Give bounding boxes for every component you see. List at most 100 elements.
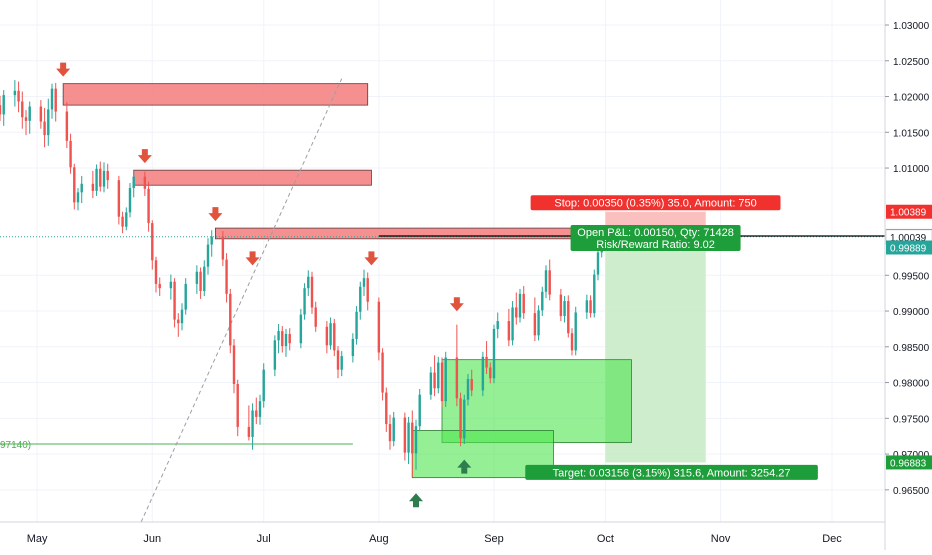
position-tool[interactable]: Stop: 0.00350 (0.35%) 35.0, Amount: 750 O… [525, 195, 818, 480]
candle-body-up[interactable] [492, 328, 496, 379]
candle-body-up[interactable] [210, 236, 213, 245]
candle-body-up[interactable] [76, 192, 80, 203]
candle-body-down[interactable] [143, 176, 147, 189]
candle-body-down[interactable] [336, 350, 340, 370]
candle-body-up[interactable] [463, 399, 466, 439]
candle-body-down[interactable] [570, 333, 574, 351]
candle-body-up[interactable] [128, 188, 132, 213]
candle-body-up[interactable] [262, 369, 265, 402]
candle-body-down[interactable] [411, 422, 414, 454]
candle-body-up[interactable] [444, 357, 447, 402]
candle-body-up[interactable] [414, 426, 418, 454]
candle-body-down[interactable] [229, 293, 232, 346]
candle-body-down[interactable] [221, 236, 225, 260]
candle-body-up[interactable] [407, 422, 410, 453]
candle-body-down[interactable] [147, 188, 150, 224]
candle-body-up[interactable] [277, 331, 280, 341]
candle-body-up[interactable] [80, 183, 83, 193]
candle-body-down[interactable] [99, 168, 102, 187]
candle-body-up[interactable] [273, 340, 277, 370]
candle-body-up[interactable] [2, 95, 5, 115]
candle-body-down[interactable] [117, 180, 121, 217]
candle-body-up[interactable] [481, 356, 485, 391]
candle-body-down[interactable] [225, 259, 228, 294]
candle-body-up[interactable] [307, 276, 310, 289]
time-axis[interactable]: May Jun Jul Aug Sep Oct Nov Dec [0, 521, 885, 545]
candle-body-up[interactable] [511, 307, 514, 341]
candle-body-down[interactable] [154, 260, 158, 284]
candle-body-up[interactable] [13, 90, 17, 96]
candle-body-down[interactable] [39, 106, 43, 122]
candle-body-down[interactable] [0, 105, 2, 115]
candle-body-up[interactable] [593, 274, 596, 314]
candle-body-down[interactable] [377, 301, 381, 353]
candle-body-down[interactable] [403, 417, 407, 453]
candle-body-up[interactable] [596, 252, 600, 275]
candle-body-down[interactable] [533, 313, 537, 336]
candle-body-down[interactable] [281, 331, 284, 347]
candle-body-down[interactable] [485, 356, 488, 368]
candle-body-up[interactable] [351, 338, 355, 357]
candle-body-up[interactable] [184, 283, 187, 310]
candle-body-down[interactable] [381, 352, 384, 393]
candle-body-down[interactable] [567, 301, 570, 334]
candle-body-up[interactable] [299, 314, 303, 344]
candle-body-down[interactable] [515, 307, 518, 318]
candle-body-down[interactable] [121, 216, 124, 227]
candle-body-down[interactable] [366, 278, 369, 302]
candle-body-up[interactable] [102, 170, 106, 187]
candle-body-down[interactable] [559, 294, 563, 317]
stop-label-box[interactable] [530, 195, 781, 211]
candle-body-down[interactable] [69, 140, 72, 168]
candle-body-up[interactable] [95, 168, 98, 191]
candle-body-up[interactable] [563, 301, 566, 317]
price-axis[interactable]: 1.03000 1.02500 1.02000 1.01500 1.01000 0.995… [884, 0, 932, 550]
candle-body-up[interactable] [180, 309, 184, 324]
candle-body-up[interactable] [203, 266, 206, 292]
candle-body-up[interactable] [362, 278, 366, 287]
candle-body-up[interactable] [518, 293, 522, 318]
candle-body-up[interactable] [258, 401, 262, 417]
candle-body-down[interactable] [589, 300, 592, 314]
candle-body-down[interactable] [325, 326, 329, 346]
candle-body-up[interactable] [496, 321, 499, 329]
candle-body-up[interactable] [132, 176, 135, 189]
candle-body-down[interactable] [440, 362, 444, 402]
candle-body-up[interactable] [537, 310, 540, 336]
candle-body-down[interactable] [173, 281, 176, 320]
candle-body-down[interactable] [459, 398, 462, 439]
candle-body-up[interactable] [340, 356, 343, 370]
candle-body-down[interactable] [333, 323, 336, 351]
candle-body-up[interactable] [28, 106, 31, 121]
candle-body-down[interactable] [54, 88, 57, 112]
candle-body-up[interactable] [359, 286, 362, 312]
candle-body-down[interactable] [106, 170, 109, 181]
candle-body-down[interactable] [17, 90, 20, 102]
candle-body-up[interactable] [585, 300, 589, 313]
candle-body-down[interactable] [151, 223, 154, 261]
candle-body-down[interactable] [455, 357, 459, 399]
candle-body-up[interactable] [541, 291, 544, 311]
candle-body-down[interactable] [21, 101, 24, 118]
candle-body-down[interactable] [314, 307, 317, 327]
candle-body-down[interactable] [522, 293, 525, 314]
candle-body-down[interactable] [548, 270, 551, 295]
candle-body-down[interactable] [73, 167, 76, 203]
candle-body-up[interactable] [544, 270, 548, 292]
supply-zone[interactable] [62, 83, 369, 106]
candle-body-down[interactable] [310, 276, 314, 308]
candle-body-up[interactable] [437, 362, 440, 389]
candle-body-down[interactable] [507, 321, 511, 341]
candle-body-down[interactable] [470, 378, 473, 391]
candle-body-up[interactable] [195, 271, 199, 284]
candle-body-up[interactable] [303, 288, 306, 315]
candle-body-up[interactable] [355, 311, 358, 339]
candle-body-down[interactable] [158, 283, 161, 289]
candle-body-down[interactable] [236, 383, 239, 427]
candle-body-down[interactable] [199, 271, 202, 292]
candle-body-down[interactable] [489, 367, 492, 379]
candle-body-up[interactable] [574, 312, 577, 351]
supply-zone[interactable] [133, 169, 372, 186]
candle-body-up[interactable] [47, 109, 50, 136]
